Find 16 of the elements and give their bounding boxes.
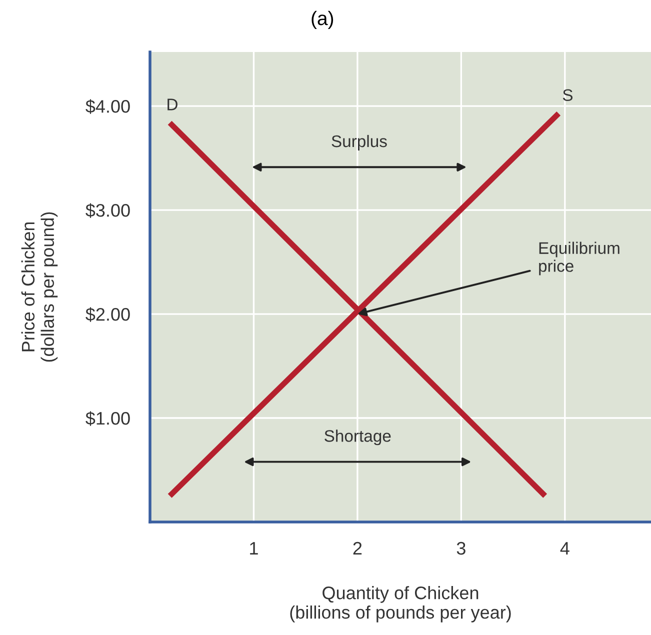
- y-tick-label: $4.00: [86, 99, 130, 114]
- y-tick-label: $3.00: [86, 203, 130, 218]
- x-tick-label: 3: [456, 542, 466, 555]
- annotation: Shortage: [324, 430, 391, 446]
- y-axis-title: Price of Chicken (dollars per pound): [21, 212, 58, 362]
- annotation: Surplus: [332, 134, 387, 150]
- chart-title: (a): [312, 10, 334, 30]
- y-tick-label: $1.00: [86, 411, 130, 426]
- annotation: Equilibrium price: [539, 242, 620, 276]
- x-tick-label: 4: [560, 542, 570, 555]
- y-tick-label: $2.00: [86, 307, 130, 322]
- series-label: D: [168, 98, 178, 110]
- series-label: S: [562, 89, 573, 102]
- x-tick-label: 1: [250, 542, 258, 555]
- x-tick-label: 2: [353, 542, 362, 555]
- x-axis-title: Quantity of Chicken (billions of pounds per year): [290, 586, 511, 622]
